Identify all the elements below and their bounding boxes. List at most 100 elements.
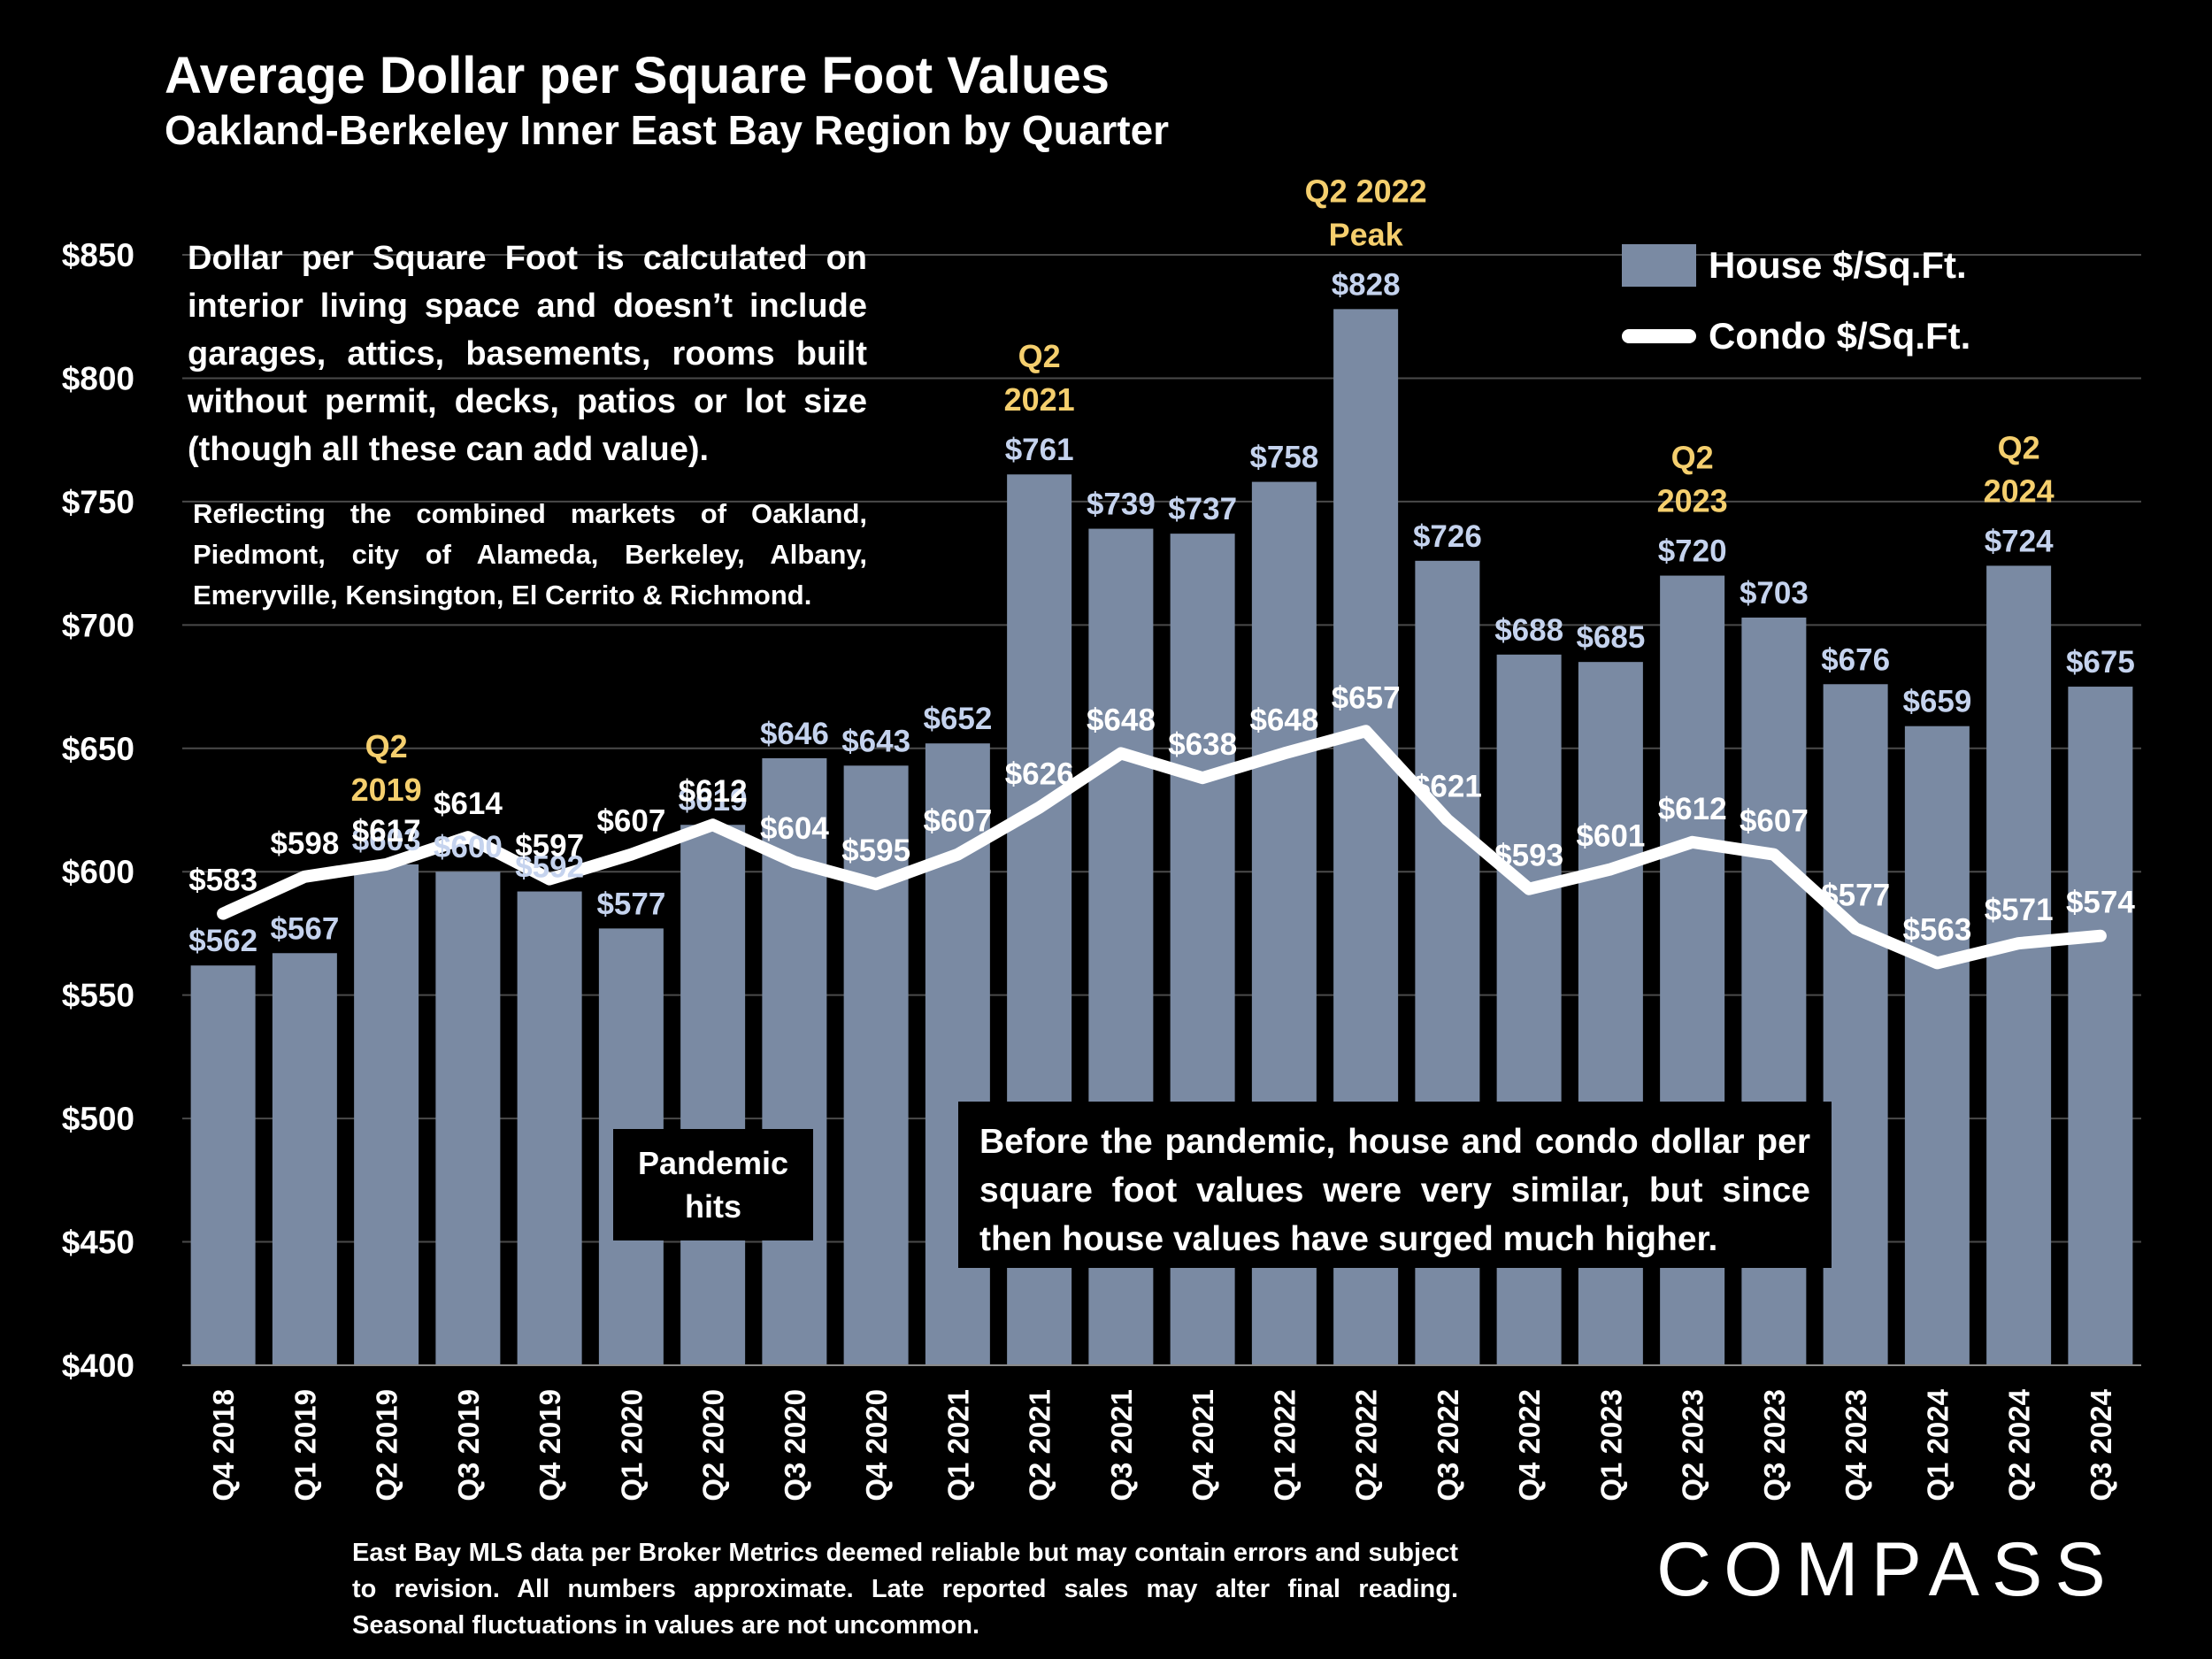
house-value-label: $720 [1658, 534, 1727, 569]
legend-condo-swatch [1622, 329, 1696, 343]
y-tick-label: $400 [62, 1348, 134, 1384]
condo-value-label: $657 [1332, 680, 1401, 715]
house-value-label: $758 [1249, 441, 1318, 475]
y-tick-label: $800 [62, 360, 134, 396]
condo-value-label: $626 [1005, 757, 1074, 792]
pandemic-annotation: Pandemic hits [613, 1129, 813, 1240]
x-tick-label: Q3 2019 [452, 1389, 485, 1502]
house-bar [272, 953, 337, 1365]
y-tick-label: $450 [62, 1225, 134, 1261]
x-tick-label: Q1 2019 [288, 1389, 321, 1502]
brand-logo: COMPASS [1656, 1527, 2118, 1612]
x-tick-label: Q3 2020 [779, 1389, 811, 1502]
condo-value-label: $614 [434, 787, 503, 821]
highlight-annotation: Q2 2022 [1305, 173, 1427, 209]
x-tick-label: Q1 2021 [941, 1389, 974, 1502]
condo-value-label: $621 [1413, 770, 1482, 804]
house-value-label: $577 [596, 887, 665, 921]
house-value-label: $659 [1902, 685, 1971, 719]
condo-value-label: $638 [1168, 727, 1237, 762]
house-bar [517, 891, 582, 1365]
condo-value-label: $612 [1658, 792, 1727, 826]
x-tick-label: Q4 2021 [1187, 1389, 1219, 1502]
x-tick-label: Q3 2021 [1105, 1389, 1138, 1502]
highlight-annotation: Q2 [1671, 440, 1714, 476]
x-tick-label: Q4 2022 [1513, 1389, 1546, 1502]
x-tick-label: Q2 2023 [1677, 1389, 1709, 1502]
condo-value-label: $604 [760, 811, 829, 846]
house-value-label: $646 [760, 717, 829, 751]
highlight-annotation: 2024 [1984, 472, 2055, 509]
house-bar [680, 825, 746, 1365]
condo-value-label: $607 [1740, 804, 1809, 839]
x-tick-label: Q4 2020 [860, 1389, 893, 1502]
y-tick-label: $600 [62, 854, 134, 890]
highlight-annotation: 2023 [1657, 483, 1728, 519]
house-bar [2068, 687, 2133, 1365]
highlight-annotation: 2021 [1004, 381, 1075, 418]
legend-house: House $/Sq.Ft. [1622, 244, 1967, 287]
x-tick-label: Q2 2020 [697, 1389, 730, 1502]
y-tick-label: $500 [62, 1101, 134, 1137]
house-bar [1986, 565, 2052, 1365]
house-bar [354, 864, 419, 1365]
legend-condo-label: Condo $/Sq.Ft. [1709, 315, 1971, 357]
house-value-label: $643 [841, 724, 910, 758]
highlight-annotation: Peak [1329, 216, 1404, 252]
x-tick-label: Q3 2022 [1432, 1389, 1464, 1502]
house-value-label: $688 [1494, 613, 1563, 648]
house-value-label: $592 [515, 850, 584, 885]
x-tick-label: Q2 2019 [371, 1389, 403, 1502]
source-footnote: East Bay MLS data per Broker Metrics dee… [352, 1539, 1458, 1640]
x-tick-label: Q1 2024 [1921, 1388, 1954, 1501]
house-value-label: $652 [923, 702, 992, 736]
x-tick-label: Q4 2023 [1839, 1389, 1872, 1502]
legend-condo: Condo $/Sq.Ft. [1622, 315, 1970, 357]
house-bar [1823, 684, 1888, 1365]
x-tick-label: Q1 2023 [1594, 1389, 1627, 1502]
x-tick-label: Q2 2021 [1024, 1389, 1056, 1502]
house-value-label: $567 [270, 911, 339, 946]
house-value-label: $703 [1740, 576, 1809, 611]
house-value-label: $676 [1821, 642, 1890, 677]
house-value-label: $619 [679, 783, 748, 818]
house-value-label: $724 [1985, 524, 2054, 558]
y-tick-label: $750 [62, 484, 134, 520]
house-value-label: $685 [1576, 620, 1645, 655]
condo-value-label: $607 [923, 804, 992, 839]
house-bar [1904, 726, 1970, 1365]
house-value-label: $562 [188, 924, 257, 958]
house-value-label: $737 [1168, 492, 1237, 526]
condo-value-label: $595 [841, 833, 910, 868]
highlight-annotation: Q2 [1018, 338, 1061, 374]
condo-value-label: $648 [1249, 703, 1318, 737]
house-value-label: $600 [434, 830, 503, 864]
house-value-label: $739 [1087, 488, 1156, 522]
condo-value-label: $648 [1087, 703, 1156, 737]
condo-value-label: $601 [1576, 818, 1645, 853]
legend-house-swatch [1622, 244, 1696, 287]
house-value-label: $828 [1332, 267, 1401, 302]
chart-subtitle: Oakland-Berkeley Inner East Bay Region b… [165, 107, 1170, 153]
highlight-annotation: 2019 [351, 772, 422, 808]
condo-value-label: $612 [679, 774, 748, 809]
x-tick-label: Q4 2019 [534, 1389, 566, 1502]
condo-value-label: $597 [515, 829, 584, 864]
condo-value-label: $617 [352, 814, 421, 849]
condo-value-label: $583 [188, 864, 257, 898]
x-tick-label: Q1 2022 [1268, 1389, 1301, 1502]
x-tick-label: Q1 2020 [615, 1389, 648, 1502]
house-value-label: $603 [352, 823, 421, 857]
house-bar [435, 872, 501, 1365]
highlight-annotation: Q2 [365, 728, 408, 764]
condo-value-label: $598 [270, 826, 339, 861]
house-value-label: $761 [1005, 433, 1074, 467]
x-tick-label: Q3 2024 [2085, 1388, 2117, 1501]
condo-value-label: $607 [596, 804, 665, 839]
y-tick-label: $550 [62, 978, 134, 1014]
x-tick-label: Q3 2023 [1758, 1389, 1791, 1502]
house-bar [190, 965, 256, 1365]
methodology-note: Dollar per Square Foot is calculated on … [188, 240, 867, 468]
x-tick-label: Q2 2024 [2003, 1388, 2036, 1501]
condo-line [217, 725, 2107, 970]
